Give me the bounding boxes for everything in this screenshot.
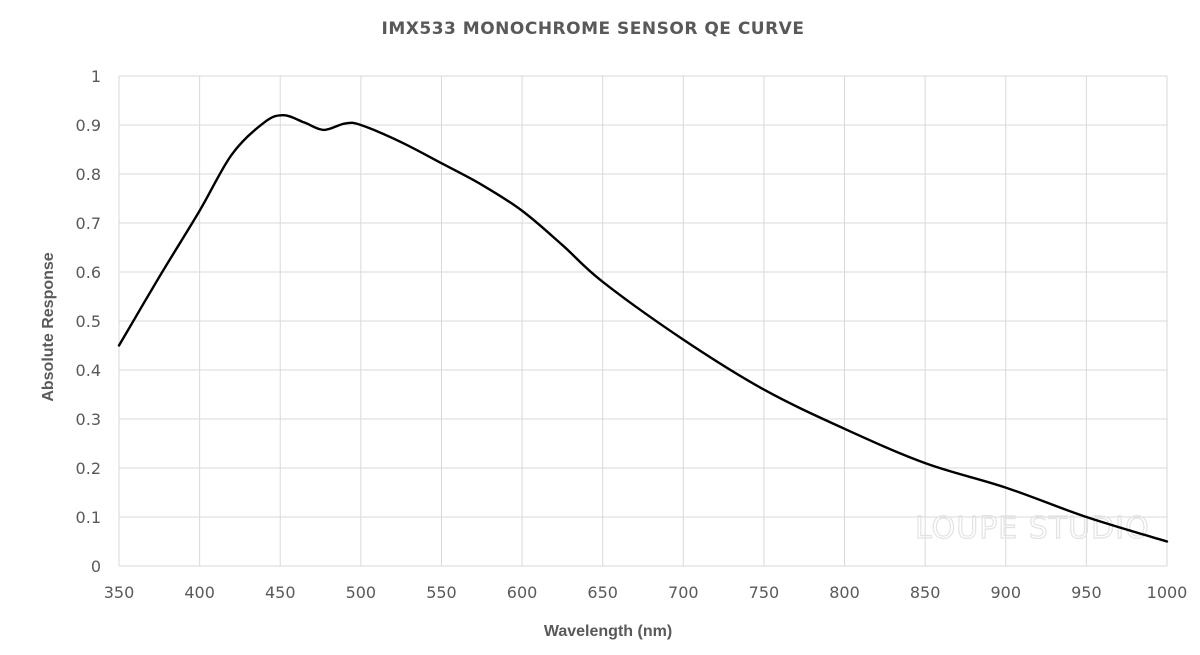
x-tick-label: 500 [346,583,377,602]
y-tick-label: 0.7 [76,214,101,233]
x-tick-label: 850 [910,583,941,602]
y-tick-label: 0.3 [76,410,101,429]
x-axis-label: Wavelength (nm) [544,623,672,640]
x-tick-label: 550 [426,583,457,602]
gridlines [118,75,1168,567]
x-tick-label: 1000 [1147,583,1188,602]
y-tick-label: 0.9 [76,116,101,135]
y-tick-label: 0.1 [76,508,101,527]
y-tick-label: 0.2 [76,459,101,478]
y-axis-label: Absolute Response [40,252,57,401]
y-tick-label: 0.6 [76,263,101,282]
x-tick-label: 400 [184,583,215,602]
y-tick-label: 1 [91,67,101,86]
qe-curve-line [117,114,1169,543]
x-tick-label: 750 [749,583,780,602]
x-tick-labels: 350 400 450 500 550 600 650 700 750 800 850 900 950 1… [104,583,1188,602]
y-tick-label: 0.8 [76,165,101,184]
x-tick-label: 700 [668,583,699,602]
x-tick-label: 800 [829,583,860,602]
y-tick-label: 0 [91,557,101,576]
y-tick-label: 0.5 [76,312,101,331]
x-tick-label: 600 [507,583,538,602]
watermark-logo: LOUPE STUDIO [915,511,1150,546]
y-tick-labels: 0 0.1 0.2 0.3 0.4 0.5 0.6 0.7 0.8 0.9 1 [76,67,101,576]
x-tick-label: 650 [587,583,618,602]
x-tick-label: 450 [265,583,296,602]
chart-title: IMX533 MONOCHROME SENSOR QE CURVE [382,19,805,39]
x-tick-label: 950 [1071,583,1102,602]
x-tick-label: 350 [104,583,135,602]
y-tick-label: 0.4 [76,361,101,380]
series-layer [117,114,1169,543]
x-tick-label: 900 [990,583,1021,602]
